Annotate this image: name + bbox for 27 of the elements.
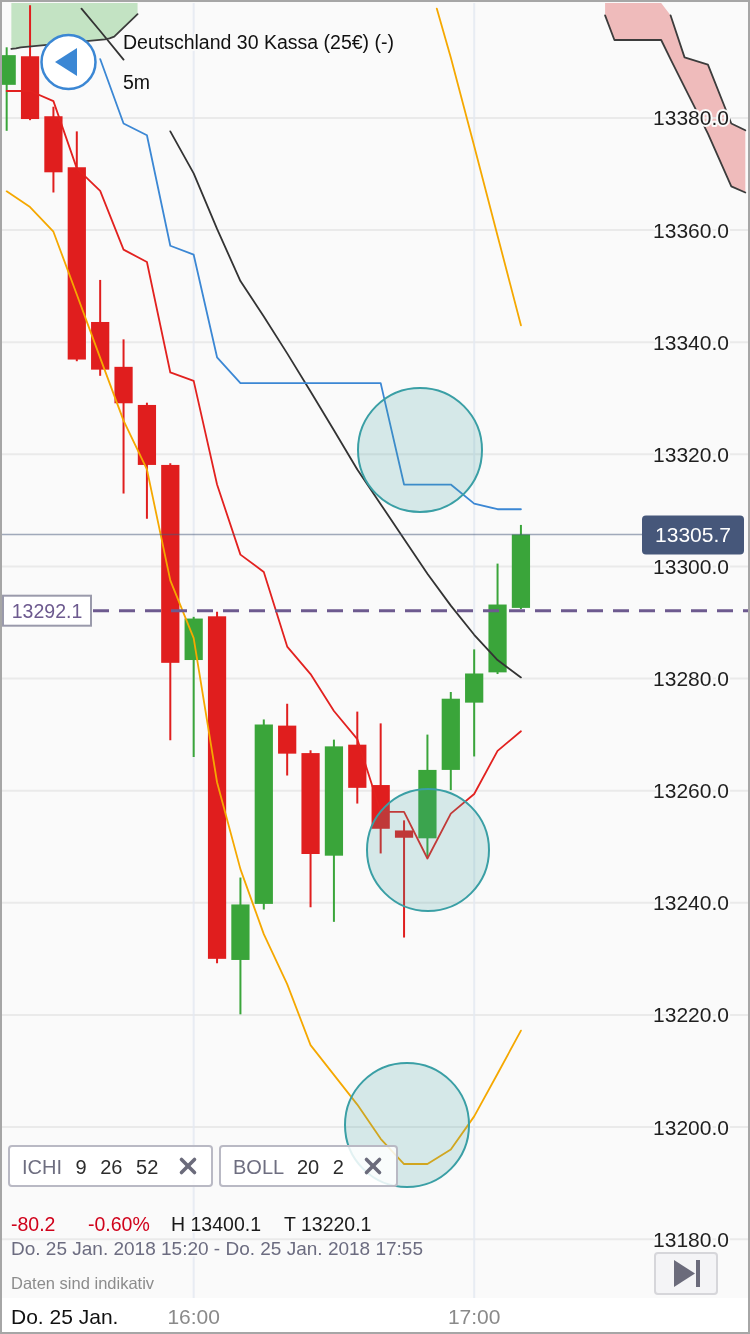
y-tick-label: 13340.0 <box>653 330 729 354</box>
x-tick-label: 16:00 <box>167 1305 220 1328</box>
text: Deutschland 30 Kassa (25€) (-) <box>123 31 394 53</box>
y-tick-label: 13240.0 <box>653 891 729 915</box>
y-tick-label: 13320.0 <box>653 442 729 466</box>
y-tick-label: 13360.0 <box>653 218 729 242</box>
y-tick-label: 13180.0 <box>653 1227 729 1251</box>
y-tick-label: 13300.0 <box>653 554 729 578</box>
y-tick-label: 13280.0 <box>653 667 729 691</box>
y-tick-label: 13200.0 <box>653 1115 729 1139</box>
annotation: Daten sind indikativ <box>11 1274 155 1292</box>
annotation: H 13400.1 <box>171 1213 261 1235</box>
annotation: Do. 25 Jan. 2018 15:20 - Do. 25 Jan. 2018 17:55 <box>11 1238 423 1259</box>
annotation: -0.60% <box>88 1213 150 1235</box>
x-tick-label: 17:00 <box>447 1305 501 1328</box>
annotation: T 13220.1 <box>284 1213 372 1235</box>
text: 5m <box>123 71 151 93</box>
ref-line-label: 13292.1 <box>11 599 83 622</box>
annotation: BOLL 20 2 <box>233 1155 344 1178</box>
line-series <box>435 7 522 327</box>
annotation: -80.2 <box>11 1213 56 1235</box>
x-axis-title: Do. 25 Jan. <box>11 1305 119 1328</box>
line-series <box>99 58 522 511</box>
y-tick-label: 13260.0 <box>653 779 729 803</box>
ref-line-label: 13305.7 <box>655 522 731 546</box>
y-tick-label: 13220.0 <box>653 1003 729 1027</box>
annotation: ICHI 9 26 52 <box>22 1155 159 1178</box>
